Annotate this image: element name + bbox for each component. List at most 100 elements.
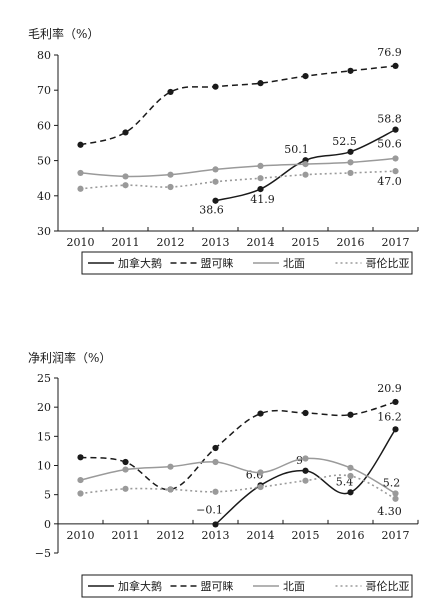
chart2-series-3-point <box>77 476 84 484</box>
chart2-y-tick-label: 0 <box>44 518 51 531</box>
chart2-series-2-point <box>347 411 354 418</box>
chart2-series-3-point <box>302 455 309 462</box>
chart1-series-line-4 <box>80 170 396 190</box>
chart1-legend-label-1: 加拿大鹅 <box>118 256 162 270</box>
chart1-series-2-data-label: 76.9 <box>377 46 402 59</box>
chart2-y-tick-label: 25 <box>37 372 51 385</box>
chart1-x-tick-label: 2015 <box>292 236 320 249</box>
chart2-x-tick-label: 2015 <box>292 529 320 542</box>
chart2-series-4-point <box>392 495 399 502</box>
chart1-x-tick-label: 2014 <box>247 236 275 249</box>
chart1-x-tick-label: 2012 <box>157 236 185 249</box>
chart2-series-1-point <box>212 521 219 528</box>
chart2-series-2-point <box>392 398 399 406</box>
chart2-series-4-point <box>77 490 84 497</box>
chart2-series-3-point <box>257 469 264 476</box>
chart1-series-4-point <box>167 183 174 191</box>
chart1-series-2-point <box>122 129 129 136</box>
chart2-series-1-data-label: −0.1 <box>196 503 223 516</box>
chart1-y-tick-label: 80 <box>37 49 51 62</box>
chart1-x-tick-label: 2011 <box>112 236 140 249</box>
chart1-y-tick-label: 60 <box>37 119 51 132</box>
chart1-x-tick-label: 2010 <box>67 236 95 249</box>
chart1-x-tick-label: 2016 <box>337 236 365 249</box>
chart1-series-line-2 <box>80 65 396 146</box>
chart2-series-4-point <box>257 483 264 491</box>
chart2-legend-label-2: 盟可睐 <box>201 580 234 593</box>
chart2-series-3-point <box>167 463 174 470</box>
chart1-series-1-data-label: 58.8 <box>377 113 402 126</box>
chart1-series-1-point <box>392 126 399 133</box>
chart1-title: 毛利率（%） <box>28 26 99 41</box>
chart1-series-3-point <box>77 169 84 177</box>
chart2-series-4-point <box>302 477 309 484</box>
chart1-series-line-3 <box>80 157 396 178</box>
chart2-series-1-data-label: 16.2 <box>377 410 402 423</box>
chart2-series-3-data-label: 5.2 <box>383 477 401 490</box>
chart2-series-3-point <box>212 458 219 466</box>
chart1-y-tick-label: 30 <box>37 225 51 238</box>
chart2-series-4-data-label: 4.30 <box>377 505 402 518</box>
chart1-series-4-point <box>77 185 84 192</box>
chart2-x-tick-label: 2012 <box>157 529 185 542</box>
chart1-y-tick-label: 40 <box>37 190 51 203</box>
chart2-x-tick-label: 2011 <box>112 529 140 542</box>
chart2-series-3-point <box>392 490 399 497</box>
chart1-series-3-point <box>212 166 219 173</box>
chart1-series-2-point <box>212 83 219 90</box>
chart2-x-tick-label: 2016 <box>337 529 365 542</box>
chart1-series-4-point <box>212 178 219 185</box>
chart1-series-2-point <box>77 141 84 148</box>
chart1-series-3-point <box>257 162 264 169</box>
chart2-x-tick-label: 2010 <box>67 529 95 542</box>
chart1-series-3-point <box>347 159 354 166</box>
chart2-y-tick-label: −5 <box>35 547 51 560</box>
chart1-y-tick-label: 50 <box>37 155 51 168</box>
chart2-series-2-point <box>257 410 264 417</box>
chart1-series-4-point <box>122 182 129 189</box>
chart2-legend-label-4: 哥伦比亚 <box>366 579 410 593</box>
chart1-series-1-point <box>212 197 219 204</box>
chart1-series-4-data-label: 47.0 <box>377 175 402 188</box>
chart2-series-1-point <box>392 426 399 433</box>
chart2-series-1-data-label: 9 <box>296 454 303 467</box>
chart1-series-4-point <box>347 169 354 177</box>
chart1-y-tick-label: 70 <box>37 84 51 97</box>
chart1-series-3-point <box>122 173 129 180</box>
chart2-series-3-point <box>347 464 354 471</box>
chart2-series-1-point <box>347 489 354 496</box>
chart1-legend-label-4: 哥伦比亚 <box>366 256 410 270</box>
chart1-series-4-point <box>392 168 399 175</box>
chart2-legend-label-3: 北面 <box>283 580 305 593</box>
chart2-y-tick-label: 20 <box>37 401 51 414</box>
chart2-series-1-point <box>302 467 309 474</box>
chart1-series-4-point <box>257 175 264 182</box>
chart1-series-1-point <box>347 148 354 155</box>
chart1-series-1-point <box>257 186 264 193</box>
chart1-series-2-point <box>257 80 264 87</box>
chart2-series-4-point <box>212 488 219 495</box>
chart2-series-2-point <box>212 444 219 452</box>
chart2-x-tick-label: 2017 <box>382 529 410 542</box>
chart1-x-tick-label: 2017 <box>382 236 410 249</box>
chart2-series-2-point <box>77 454 84 461</box>
chart2-title: 净利润率（%） <box>28 350 111 365</box>
chart2-series-line-3 <box>80 457 396 495</box>
chart1-legend-label-2: 盟可睐 <box>201 257 234 270</box>
chart2-series-2-point <box>122 458 129 466</box>
chart2-series-2-point <box>302 409 309 417</box>
chart1-series-2-point <box>392 62 399 70</box>
chart2-y-tick-label: 15 <box>37 430 51 443</box>
chart2-series-4-point <box>347 472 354 480</box>
chart1-series-3-data-label: 50.6 <box>377 137 402 150</box>
chart1-series-2-point <box>302 73 309 80</box>
chart1-series-2-point <box>167 88 174 96</box>
chart2-x-tick-label: 2013 <box>202 529 230 542</box>
chart2-x-tick-label: 2014 <box>247 529 275 542</box>
chart2-series-line-2 <box>80 401 396 491</box>
chart1-legend-box <box>81 251 413 275</box>
chart2-series-4-point <box>122 485 129 492</box>
chart2-series-4-point <box>167 486 174 493</box>
